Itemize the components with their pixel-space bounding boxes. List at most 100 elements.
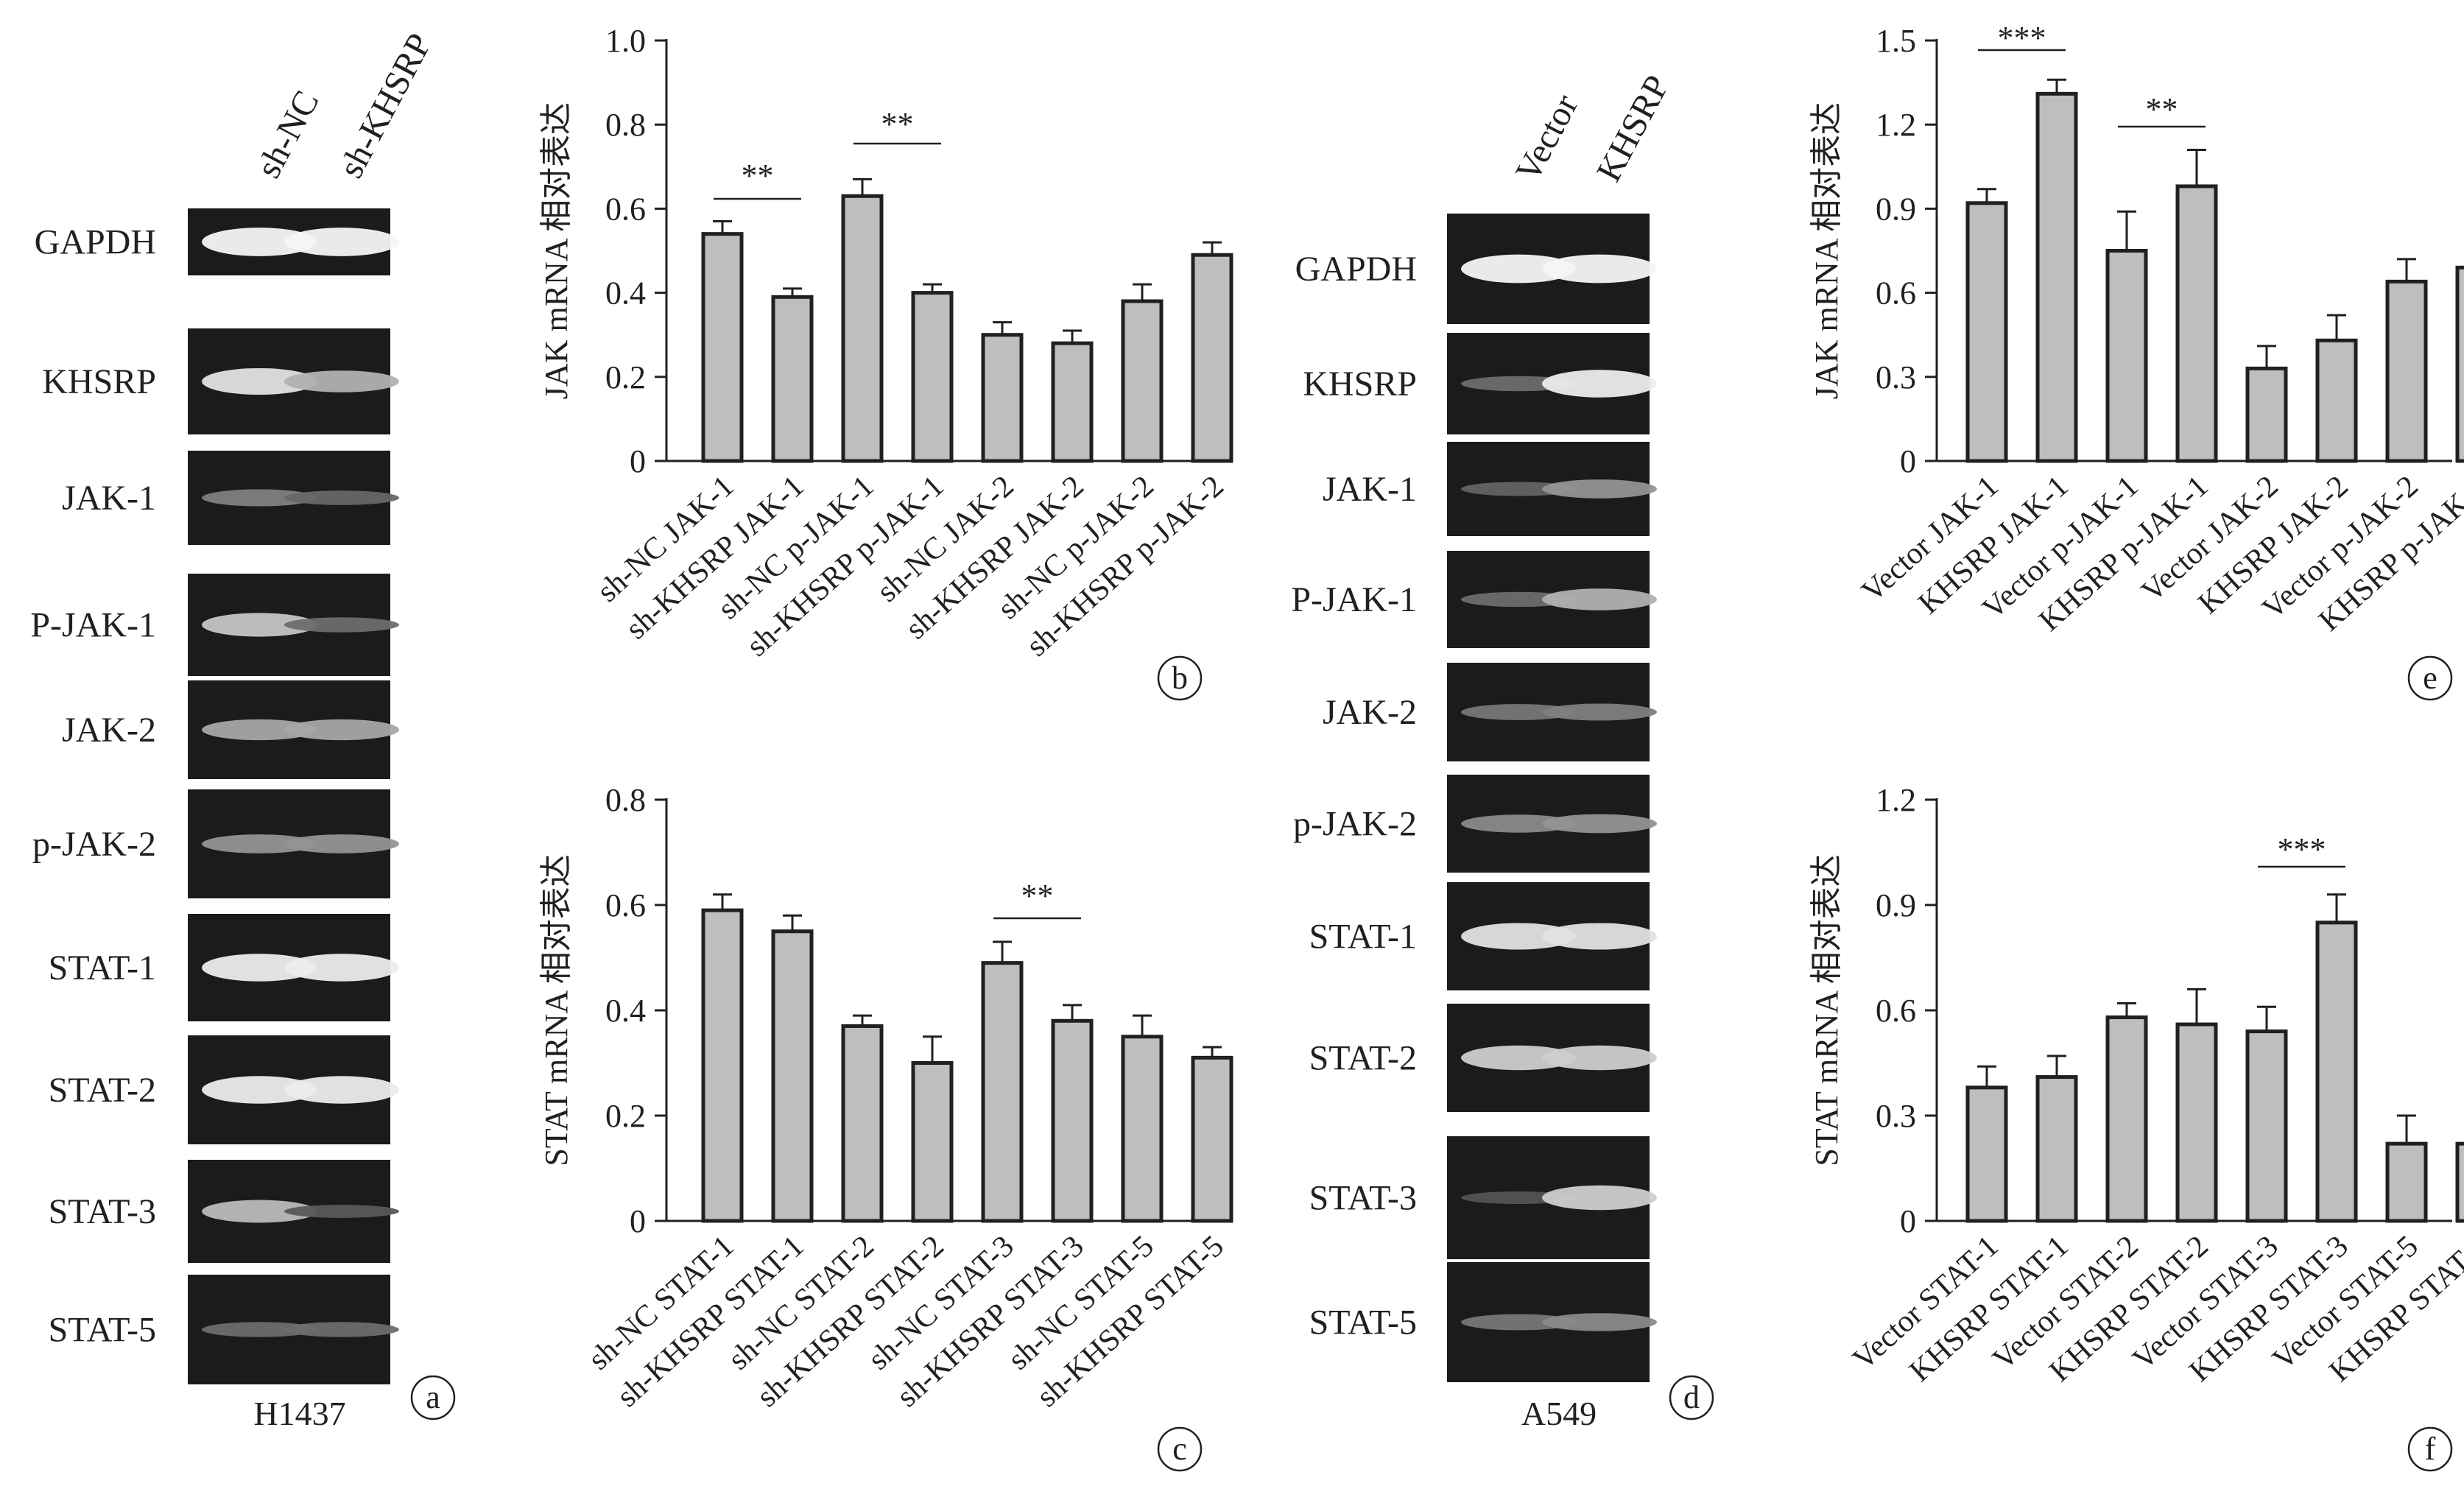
gel-band xyxy=(1461,923,1576,950)
gel-band xyxy=(202,489,317,507)
bar xyxy=(1965,201,2008,463)
bar xyxy=(1051,341,1094,463)
blot-row-label: GAPDH xyxy=(35,223,156,262)
gel-band xyxy=(1542,923,1657,950)
blot-column-label: Vector xyxy=(1508,88,1586,189)
y-axis-title: STAT mRNA 相对表达 xyxy=(1809,854,1845,1166)
blot-row-label: KHSRP xyxy=(42,362,156,401)
bar xyxy=(1121,299,1164,463)
gel-band xyxy=(284,1076,399,1104)
blot-row-label: P-JAK-1 xyxy=(1291,580,1417,619)
panel-letter-circle xyxy=(1157,655,1203,701)
y-tick-label: 1.0 xyxy=(605,23,646,59)
gel-band xyxy=(202,1076,317,1104)
gel-band xyxy=(284,617,399,633)
blot-row-label: STAT-1 xyxy=(1309,918,1417,957)
blot-row-label: JAK-1 xyxy=(62,479,156,518)
panel-letter-circle xyxy=(2407,1426,2453,1472)
blot-row-label: JAK-2 xyxy=(62,711,156,750)
panel-letter: b xyxy=(1172,660,1188,696)
gel-band xyxy=(1542,814,1657,834)
bar xyxy=(911,291,954,463)
gel-band xyxy=(1542,370,1657,398)
bar xyxy=(2455,265,2464,463)
significance-label: ** xyxy=(881,106,914,142)
gel-band xyxy=(284,834,399,853)
gel-band xyxy=(202,834,317,853)
y-tick-label: 0.6 xyxy=(1876,275,1916,311)
blot-row-label: JAK-2 xyxy=(1323,693,1417,732)
bar xyxy=(2105,249,2148,463)
blot-column-label: KHSRP xyxy=(1589,69,1677,189)
y-tick-label: 1.2 xyxy=(1876,107,1916,143)
significance-label: ** xyxy=(1021,878,1054,914)
blot-row-label: p-JAK-2 xyxy=(32,825,156,864)
bar xyxy=(841,194,884,463)
blot-column-label: sh-KHSRP xyxy=(331,27,440,184)
bar xyxy=(2035,1075,2078,1223)
bar xyxy=(1191,1055,1233,1223)
blot-row-label: GAPDH xyxy=(1295,250,1417,289)
panel-letter: e xyxy=(2423,660,2437,696)
panel-letter: c xyxy=(1172,1431,1187,1467)
bar xyxy=(2035,91,2078,463)
panel-letter-circle xyxy=(410,1375,456,1420)
bar xyxy=(1965,1085,2008,1223)
gel-band xyxy=(1542,254,1657,284)
blot-row-label: KHSRP xyxy=(1303,365,1417,404)
bar xyxy=(2455,1141,2464,1223)
gel-band xyxy=(1542,588,1657,610)
bar xyxy=(911,1061,954,1223)
bar xyxy=(2175,184,2218,463)
bar xyxy=(2385,279,2428,463)
y-tick-label: 0.9 xyxy=(1876,191,1916,227)
y-tick-label: 1.5 xyxy=(1876,23,1916,59)
y-tick-label: 0.2 xyxy=(605,359,646,395)
gel-band xyxy=(284,1322,399,1337)
y-tick-label: 0.6 xyxy=(605,191,646,227)
gel-band xyxy=(284,228,399,256)
y-axis-title: STAT mRNA 相对表达 xyxy=(538,854,574,1166)
bar xyxy=(701,232,744,463)
bar xyxy=(841,1024,884,1223)
bar xyxy=(981,333,1024,463)
gel-blot-panel-d: Vector KHSRPGAPDHKHSRPJAK-1P-JAK-1JAK-2p-… xyxy=(1291,69,1714,1432)
gel-band xyxy=(202,1200,317,1223)
bar xyxy=(701,908,744,1223)
gel-band xyxy=(1461,1314,1576,1331)
panel-letter-circle xyxy=(1157,1426,1203,1472)
y-axis-title: JAK mRNA 相对表达 xyxy=(538,102,574,399)
significance-label: *** xyxy=(1998,20,2046,56)
y-tick-label: 0.8 xyxy=(605,782,646,818)
bar xyxy=(1051,1018,1094,1223)
y-tick-label: 0.8 xyxy=(605,107,646,143)
gel-band xyxy=(1461,1045,1576,1071)
bar xyxy=(1191,253,1233,463)
bar xyxy=(2245,1029,2288,1223)
blot-row-label: STAT-5 xyxy=(1309,1303,1417,1342)
gel-band xyxy=(1461,704,1576,720)
bar xyxy=(1121,1035,1164,1223)
y-tick-label: 0.3 xyxy=(1876,1098,1916,1134)
panel-letter-circle xyxy=(2407,655,2453,701)
y-tick-label: 0.6 xyxy=(1876,993,1916,1029)
bar xyxy=(2315,920,2358,1223)
gel-band xyxy=(284,1205,399,1218)
gel-band xyxy=(202,367,317,395)
gel-band xyxy=(284,370,399,392)
y-tick-label: 0.4 xyxy=(605,993,646,1029)
bar xyxy=(771,929,814,1223)
panel-letter: f xyxy=(2425,1431,2436,1467)
gel-band xyxy=(284,490,399,505)
gel-band xyxy=(1542,703,1657,721)
bar xyxy=(2245,366,2288,463)
gel-band xyxy=(1542,479,1657,499)
gel-band xyxy=(1461,254,1576,284)
blot-row-label: STAT-3 xyxy=(49,1192,156,1231)
y-tick-label: 0.2 xyxy=(605,1098,646,1134)
